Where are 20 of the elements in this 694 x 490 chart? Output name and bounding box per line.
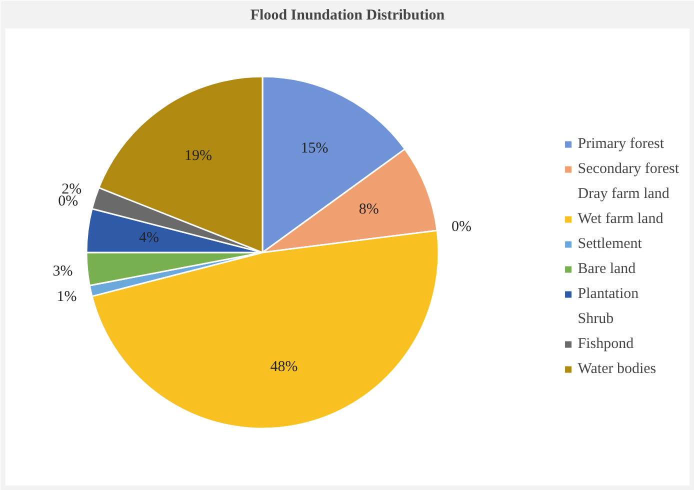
legend-label: Wet farm land — [578, 210, 664, 228]
data-label: 4% — [139, 230, 160, 246]
legend-label: Water bodies — [578, 360, 656, 378]
data-label: 19% — [184, 148, 212, 164]
legend-label: Settlement — [578, 236, 642, 252]
data-label: 3% — [52, 264, 73, 280]
text: 0% — [58, 194, 78, 210]
data-label: 8% — [358, 202, 379, 218]
category-label: Shrub — [578, 310, 614, 326]
category-label: Dray farm land — [578, 186, 670, 202]
legend-label: Bare land — [578, 260, 636, 278]
legend-label: Plantation — [578, 286, 639, 302]
text: 0% — [452, 218, 472, 235]
legend-label: Fishpond — [578, 336, 634, 352]
data-label: 15% — [300, 140, 328, 157]
data-label: 1% — [56, 289, 77, 306]
legend-label: Primary forest — [578, 136, 664, 152]
data-label: 48% — [270, 358, 298, 375]
legend-label: Secondary forest — [578, 160, 679, 178]
chart-title: Flood Inundation Distribution — [250, 8, 446, 24]
